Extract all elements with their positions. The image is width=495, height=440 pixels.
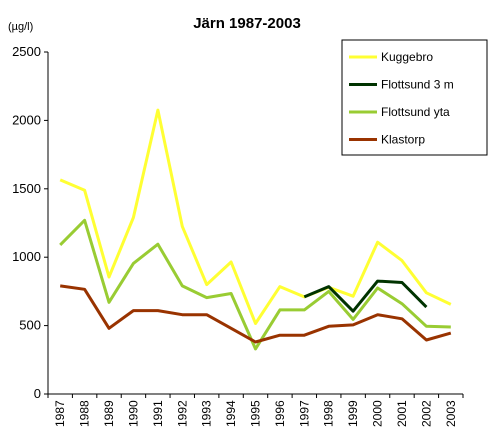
x-tick-label: 1988 [78, 400, 92, 427]
legend-box [341, 39, 488, 156]
plot-area: 0 500 1000 1500 2000 2500 1987 1988 1989 1990 1991… [12, 44, 464, 427]
x-tick-label: 1994 [224, 400, 238, 427]
y-tick-label: 500 [19, 318, 41, 333]
series-line-flottsund-yta [59, 218, 451, 351]
y-tick-label: 2000 [12, 112, 41, 127]
legend: Kuggebro Flottsund 3 m Flottsund yta Klasto… [341, 39, 488, 156]
x-tick-label: 1987 [53, 400, 67, 427]
y-tick-label: 1000 [12, 249, 41, 264]
x-tick-label: 1989 [102, 400, 116, 427]
x-tick-label: 1992 [175, 400, 189, 427]
y-axis-unit-label: (µg/l) [8, 21, 33, 33]
x-tick-label: 1993 [200, 400, 214, 427]
chart-title: Järn 1987-2003 [193, 15, 301, 32]
x-tick-label: 1991 [151, 400, 165, 427]
y-tick-label: 1500 [12, 181, 41, 196]
x-tick-label: 2000 [371, 400, 385, 427]
x-tick-label: 2002 [419, 400, 433, 427]
x-tick-label: 1990 [126, 400, 140, 427]
x-tick-label: 1998 [322, 400, 336, 427]
y-tick-label: 2500 [12, 44, 41, 59]
x-tick-label: 2001 [395, 400, 409, 427]
series-line-flottsund-3-m [303, 279, 428, 313]
series-line-klastorp [59, 284, 452, 344]
x-tick-label: 1996 [273, 400, 287, 427]
legend-label: Kuggebro [381, 50, 433, 64]
legend-label: Klastorp [381, 133, 425, 147]
x-tick-label: 1999 [346, 400, 360, 427]
x-tick-label: 1997 [297, 400, 311, 427]
y-tick-label: 0 [34, 386, 41, 401]
legend-label: Flottsund 3 m [381, 78, 454, 92]
x-tick-label: 2003 [444, 400, 458, 427]
legend-label: Flottsund yta [381, 105, 450, 119]
series-line-kuggebro [59, 108, 452, 325]
x-tick-label: 1995 [249, 400, 263, 427]
